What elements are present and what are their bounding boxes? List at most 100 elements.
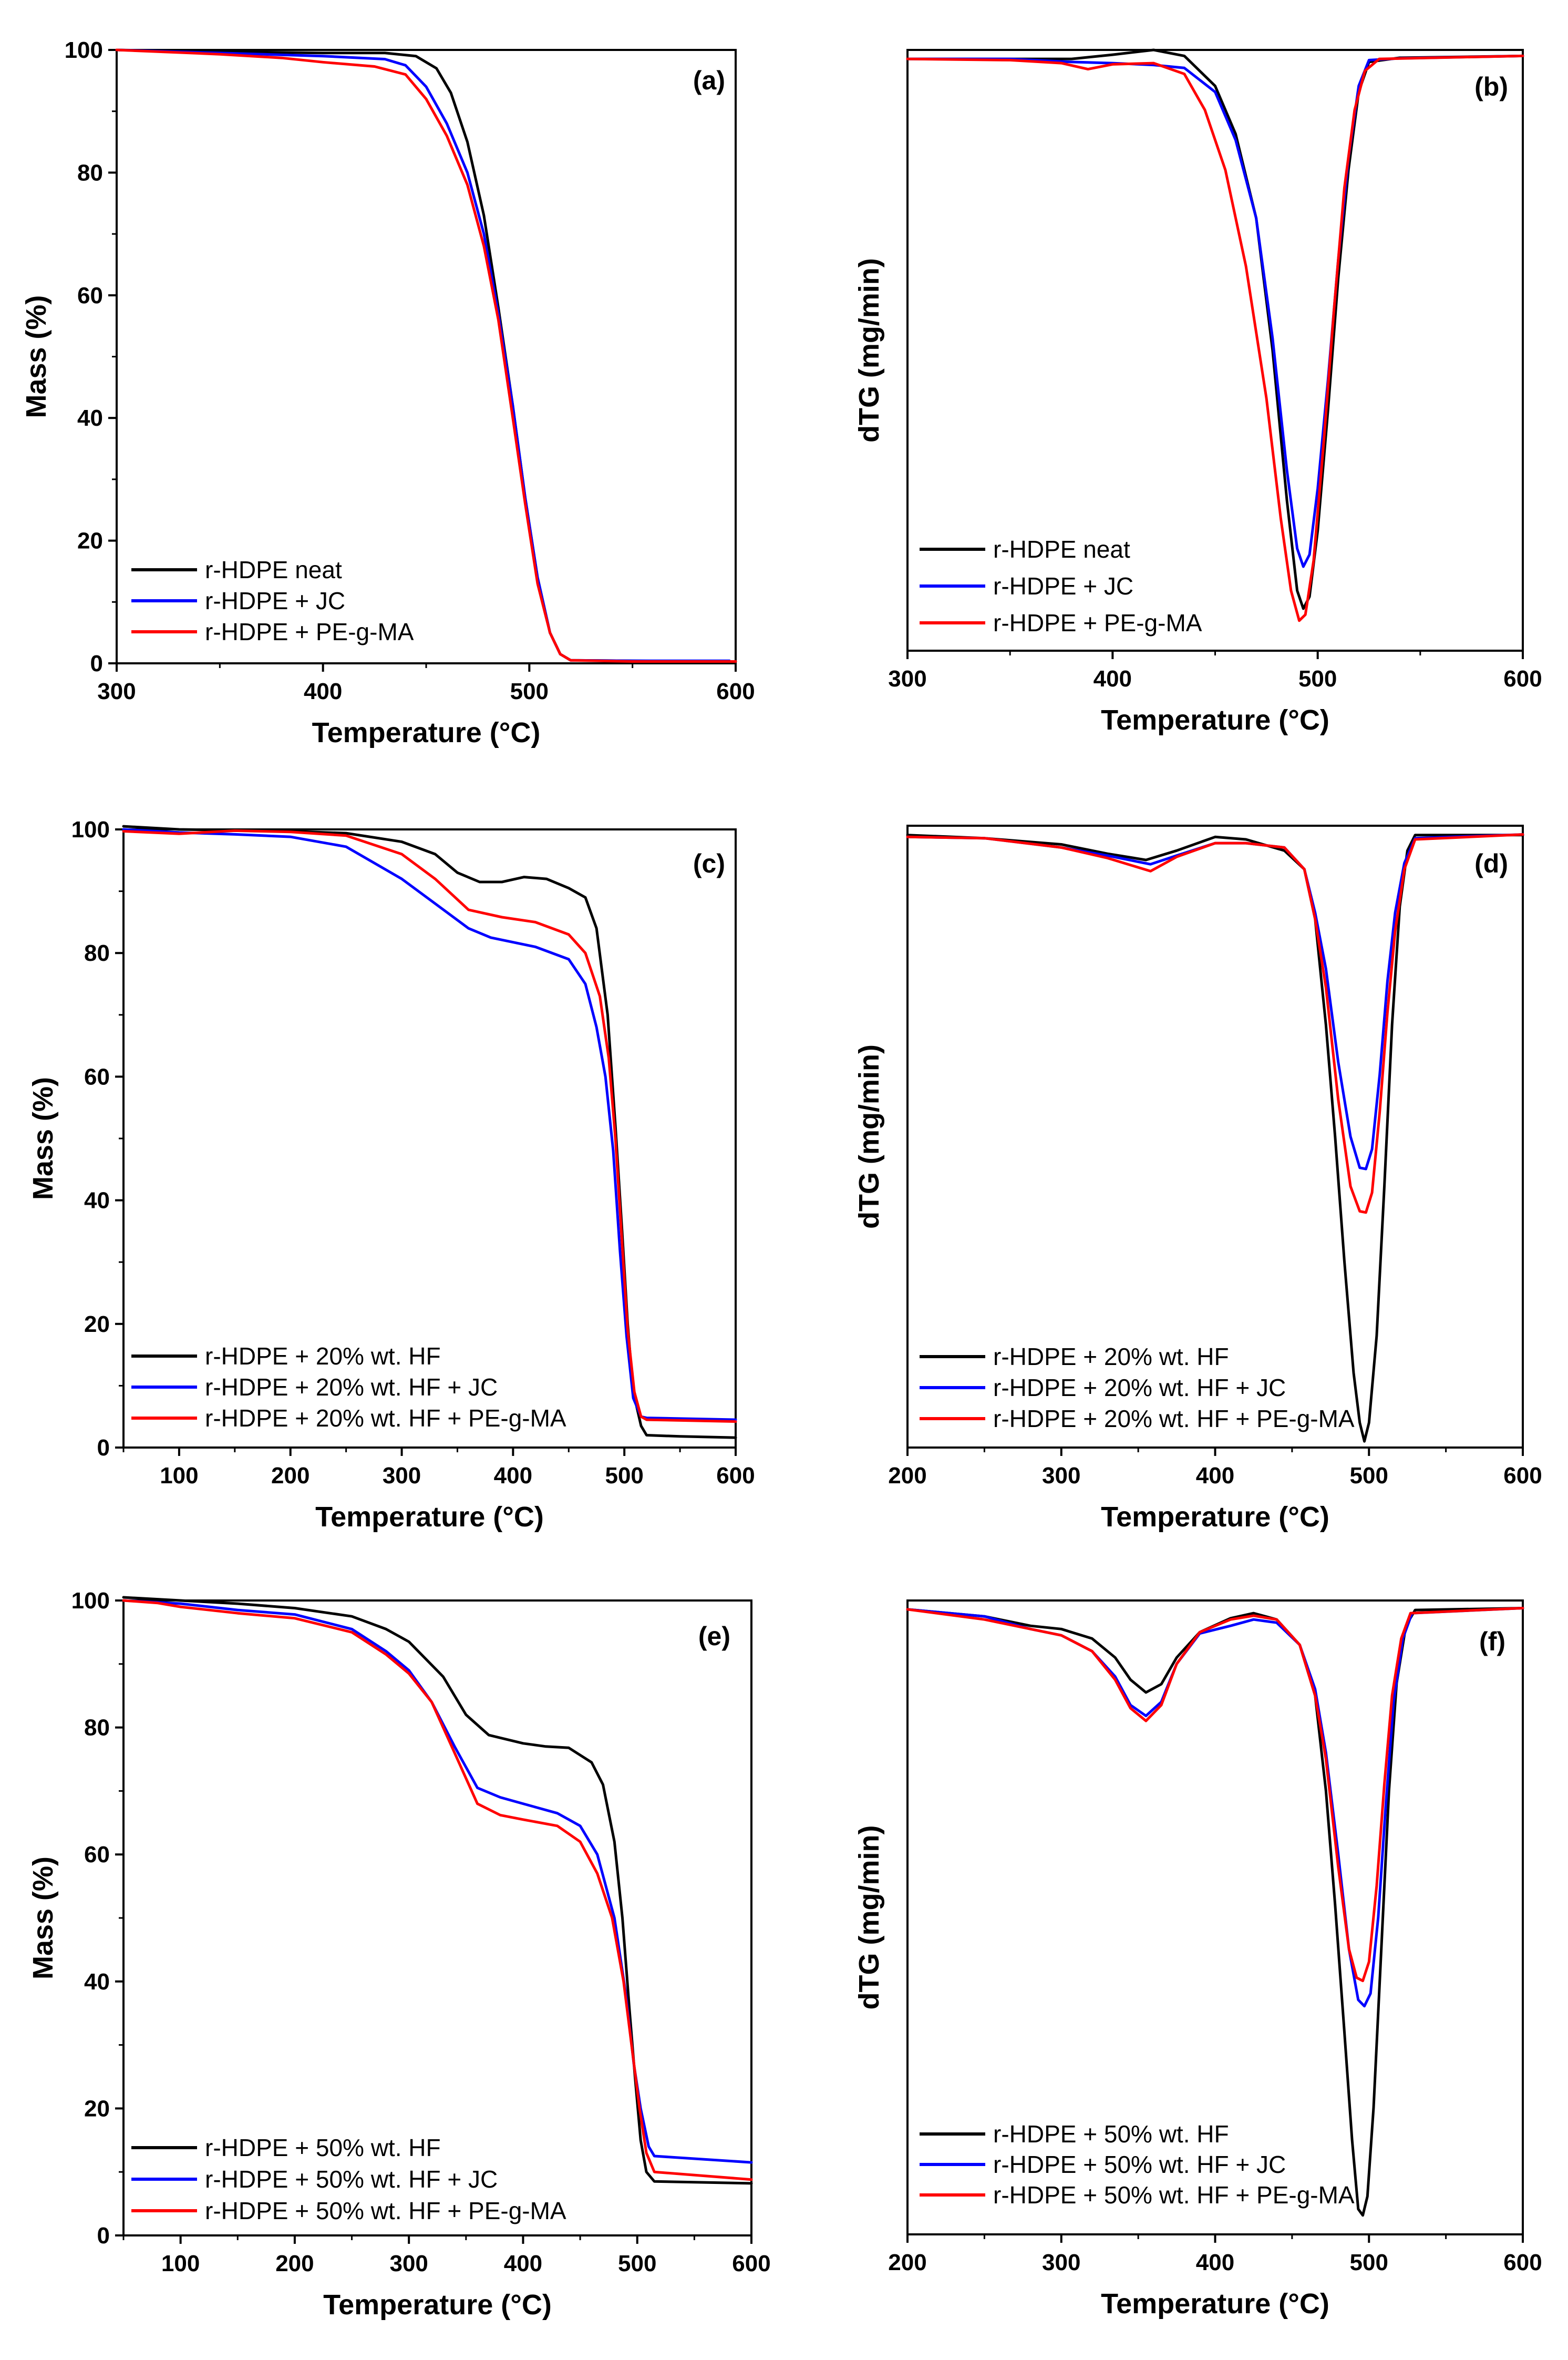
- series-line-2: [906, 1607, 1524, 2008]
- x-tick-label: 400: [504, 2251, 542, 2276]
- x-tick-label: 200: [888, 2250, 926, 2275]
- series-line-1: [906, 48, 1524, 610]
- x-tick-label: 500: [618, 2251, 656, 2276]
- series-line-2: [906, 833, 1524, 1171]
- x-tick-label: 300: [97, 679, 136, 704]
- x-tick-label: 100: [160, 1463, 198, 1489]
- series-line-3: [906, 1607, 1524, 1983]
- legend-label-2: r-HDPE + JC: [993, 572, 1133, 600]
- y-axis-title: dTG (mg/min): [853, 1825, 885, 2010]
- legend-label-3: r-HDPE + 20% wt. HF + PE-g-MA: [993, 1405, 1355, 1432]
- series-line-3: [906, 54, 1524, 622]
- legend: r-HDPE + 50% wt. HF r-HDPE + 50% wt. HF +…: [131, 2134, 566, 2224]
- series-line-1: [906, 834, 1524, 1443]
- y-axis-title: Mass (%): [27, 1077, 59, 1200]
- series-line-1: [122, 1596, 753, 2185]
- x-axis-title: Temperature (°C): [315, 1501, 544, 1533]
- legend-label-3: r-HDPE + 50% wt. HF + PE-g-MA: [993, 2181, 1355, 2209]
- panel-label: (f): [1479, 1627, 1505, 1656]
- y-tick-label: 0: [97, 2223, 110, 2249]
- chart-panel-1: 300 400 500 600 0 20 40 60 80 100 Temperature (°C)…: [20, 37, 755, 748]
- series-line-3: [122, 1599, 753, 2181]
- legend-label-1: r-HDPE neat: [993, 536, 1130, 563]
- panel-label: (b): [1474, 72, 1508, 101]
- legend-label-3: r-HDPE + PE-g-MA: [993, 609, 1202, 637]
- y-tick-label: 20: [84, 2096, 110, 2121]
- panel-label: (d): [1474, 849, 1508, 878]
- legend-label-1: r-HDPE neat: [205, 556, 342, 583]
- x-axis-title: Temperature (°C): [323, 2289, 552, 2321]
- x-tick-label: 500: [510, 679, 549, 704]
- panel-label: (c): [693, 849, 725, 878]
- legend-label-1: r-HDPE + 50% wt. HF: [993, 2120, 1229, 2148]
- legend-label-2: r-HDPE + 50% wt. HF + JC: [993, 2151, 1286, 2178]
- legend-label-1: r-HDPE + 50% wt. HF: [205, 2134, 441, 2161]
- legend: r-HDPE + 20% wt. HF r-HDPE + 20% wt. HF +…: [131, 1342, 566, 1432]
- y-axis-title: Mass (%): [20, 295, 52, 418]
- legend: r-HDPE neat r-HDPE + JC r-HDPE + PE-g-MA: [920, 536, 1202, 637]
- series-line-2: [122, 1599, 753, 2164]
- y-tick-label: 80: [84, 1715, 110, 1741]
- x-tick-label: 600: [1503, 666, 1542, 692]
- x-tick-label: 100: [161, 2251, 200, 2276]
- y-tick-label: 60: [84, 1064, 110, 1090]
- legend-label-1: r-HDPE + 20% wt. HF: [205, 1342, 441, 1370]
- y-tick-label: 100: [65, 37, 103, 63]
- legend-label-2: r-HDPE + 20% wt. HF + JC: [993, 1374, 1286, 1401]
- y-tick-label: 0: [97, 1435, 110, 1461]
- series-line-2: [906, 54, 1524, 568]
- panel-label: (e): [698, 1622, 730, 1651]
- chart-panel-3: 100 200 300 400 500 600 0 20 40 60 80 100 Temperatur…: [27, 817, 755, 1533]
- x-tick-label: 600: [716, 1463, 755, 1489]
- x-tick-label: 300: [888, 666, 926, 692]
- y-tick-label: 80: [77, 160, 103, 186]
- y-tick-label: 20: [77, 528, 103, 554]
- x-axis-title: Temperature (°C): [1101, 704, 1329, 736]
- x-tick-label: 600: [1503, 1463, 1542, 1489]
- y-tick-label: 40: [84, 1969, 110, 1995]
- x-axis-title: Temperature (°C): [312, 717, 541, 748]
- y-tick-label: 0: [90, 651, 103, 676]
- y-tick-label: 100: [71, 1588, 110, 1614]
- x-tick-label: 300: [1042, 2250, 1080, 2275]
- x-tick-label: 200: [888, 1463, 926, 1489]
- legend: r-HDPE + 50% wt. HF r-HDPE + 50% wt. HF +…: [920, 2120, 1355, 2209]
- x-axis-title: Temperature (°C): [1101, 2288, 1329, 2320]
- x-tick-label: 300: [383, 1463, 421, 1489]
- chart-panel-4: 200 300 400 500 600 Temperature (°C) dTG (mg/m…: [853, 825, 1542, 1533]
- x-tick-label: 600: [1503, 2250, 1542, 2275]
- x-tick-label: 500: [1350, 2250, 1388, 2275]
- y-tick-label: 40: [77, 405, 103, 431]
- legend-label-3: r-HDPE + 50% wt. HF + PE-g-MA: [205, 2197, 566, 2224]
- legend-label-3: r-HDPE + PE-g-MA: [205, 618, 414, 645]
- y-tick-label: 60: [84, 1842, 110, 1868]
- y-tick-label: 40: [84, 1188, 110, 1214]
- series-line-2: [122, 828, 737, 1421]
- x-tick-label: 400: [1094, 666, 1132, 692]
- y-axis-title: Mass (%): [27, 1856, 59, 1979]
- chart-panel-2: 300 400 500 600 Temperature (°C) dTG (mg/min)…: [853, 48, 1542, 736]
- x-tick-label: 600: [732, 2251, 770, 2276]
- chart-panel-5: 100 200 300 400 500 600 0 20 40 60 80 100 Temperatur…: [27, 1588, 771, 2321]
- chart-panel-6: 200 300 400 500 600 Temperature (°C) dTG (mg/m…: [853, 1599, 1542, 2320]
- legend-label-2: r-HDPE + 20% wt. HF + JC: [205, 1373, 498, 1401]
- y-tick-label: 60: [77, 283, 103, 309]
- y-tick-label: 20: [84, 1311, 110, 1337]
- x-tick-label: 400: [1196, 1463, 1234, 1489]
- x-tick-label: 400: [304, 679, 342, 704]
- legend: r-HDPE + 20% wt. HF r-HDPE + 20% wt. HF +…: [920, 1343, 1355, 1432]
- x-tick-label: 300: [389, 2251, 428, 2276]
- legend: r-HDPE neat r-HDPE + JC r-HDPE + PE-g-MA: [131, 556, 414, 645]
- panel-label: (a): [693, 66, 725, 95]
- x-tick-label: 500: [1298, 666, 1337, 692]
- x-tick-label: 600: [716, 679, 755, 704]
- x-tick-label: 400: [1196, 2250, 1234, 2275]
- x-tick-label: 200: [271, 1463, 310, 1489]
- x-tick-label: 500: [1350, 1463, 1388, 1489]
- series-line-3: [122, 829, 737, 1423]
- legend-label-2: r-HDPE + 50% wt. HF + JC: [205, 2166, 498, 2193]
- series-line-3: [115, 48, 737, 663]
- legend-label-3: r-HDPE + 20% wt. HF + PE-g-MA: [205, 1404, 566, 1432]
